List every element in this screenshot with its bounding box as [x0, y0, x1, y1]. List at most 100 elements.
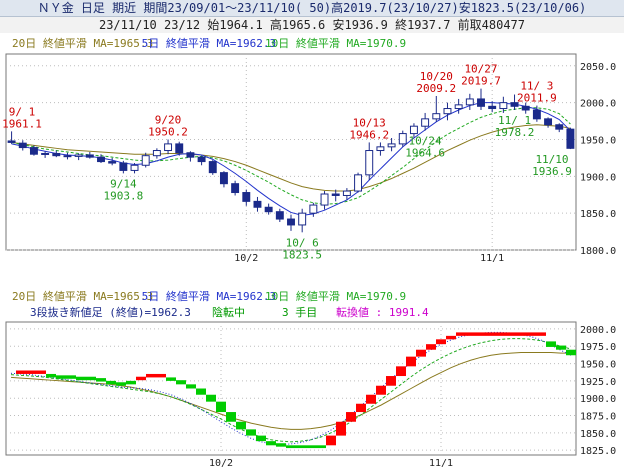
candle-body	[521, 105, 530, 111]
tlb-brick	[186, 384, 196, 389]
tlb-brick	[336, 421, 346, 436]
tlb-brick	[346, 412, 356, 422]
tlb-brick	[296, 445, 306, 449]
candle-body	[175, 143, 184, 154]
candle-body	[85, 154, 94, 158]
annotation-value: 1961.1	[2, 117, 42, 130]
annotation-date: 11/ 1	[498, 114, 531, 127]
y-tick-label: 1975.0	[580, 342, 616, 353]
tlb-brick	[266, 441, 276, 446]
legend-entry: 10日 終値平滑 MA=1970.9	[265, 36, 406, 50]
annotation-date: 9/20	[155, 113, 182, 126]
tlb-brick	[86, 376, 96, 381]
annotation-value: 1964.6	[405, 147, 445, 160]
y-tick-label: 1900.0	[580, 172, 616, 183]
tlb-brick	[136, 376, 146, 381]
legend-entry: 20日 終値平滑 MA=1965.3	[12, 36, 153, 50]
annotation-date: 9/ 1	[9, 105, 36, 118]
tlb-brick	[226, 412, 236, 422]
candle-body	[275, 211, 284, 220]
candle-body	[74, 154, 83, 157]
tlb-brick	[416, 349, 426, 357]
candle-body	[253, 200, 262, 208]
tlb-brick	[546, 341, 556, 347]
tlb-info-value: 3段抜き新値足 (終値)=1962.3	[30, 305, 191, 319]
candle-body	[398, 133, 407, 145]
candle-body	[231, 183, 240, 194]
tlb-brick	[16, 370, 26, 374]
candle-body	[409, 125, 418, 135]
candle-body	[52, 152, 61, 157]
candle-body	[342, 190, 351, 196]
tlb-brick	[426, 344, 436, 350]
ma10-line	[11, 107, 571, 205]
candle-body	[443, 108, 452, 115]
tlb-brick	[566, 349, 576, 356]
annotation-date: 10/27	[464, 63, 497, 76]
y-tick-label: 1800.0	[580, 246, 616, 257]
candle-body	[41, 152, 50, 155]
y-tick-label: 2000.0	[580, 325, 616, 336]
three-line-break-panel: 2000.0 1975.0 1950.0 1925.0 1900.0 1875.0 1850…	[5, 289, 616, 469]
plot-frame	[5, 321, 577, 456]
legend-entry: 10日 終値平滑 MA=1970.9	[265, 289, 406, 303]
tlb-brick	[36, 370, 46, 374]
candle-body	[186, 152, 195, 158]
tlb-brick	[356, 403, 366, 413]
annotation-value: 1950.2	[148, 125, 188, 138]
tlb-brick	[536, 332, 546, 336]
tlb-brick	[436, 339, 446, 345]
tlb-brick	[156, 373, 166, 378]
candle-body	[510, 102, 519, 107]
candle-body	[208, 161, 217, 174]
annotation-value: 2009.2	[416, 82, 456, 95]
candle-body	[555, 124, 564, 130]
annotation-date: 10/ 6	[286, 236, 319, 249]
tlb-brick	[306, 445, 316, 449]
candle-body	[320, 193, 329, 206]
candle-body	[544, 118, 553, 126]
x-tick-label: 11/1	[429, 458, 453, 469]
y-tick-label: 1875.0	[580, 412, 616, 423]
candle-body	[242, 192, 251, 202]
tlb-brick	[106, 380, 116, 385]
tlb-brick	[126, 380, 136, 385]
candle-body	[421, 118, 430, 127]
tlb-brick	[96, 378, 106, 382]
candlestick-panel: 2050.0 2000.0 1950.0 1900.0 1850.0 1800.0 10/2…	[2, 36, 616, 264]
x-tick-label: 10/2	[209, 458, 233, 469]
y-tick-label: 1950.0	[580, 360, 616, 371]
tlb-brick	[206, 394, 216, 402]
tlb-brick	[246, 429, 256, 436]
candle-body	[309, 204, 318, 214]
candle-body	[331, 193, 340, 196]
tlb-brick	[256, 435, 266, 442]
tlb-brick	[66, 375, 76, 379]
candle-body	[108, 161, 117, 164]
annotation-value: 2019.7	[461, 75, 501, 88]
candle-body	[432, 113, 441, 120]
y-tick-label: 1850.0	[580, 209, 616, 220]
tlb-brick	[506, 332, 516, 336]
tlb-brick	[26, 370, 36, 374]
ma20-line	[10, 351, 571, 430]
tlb-brick	[76, 376, 86, 381]
legend-entry: 5日 終値平滑 MA=1962.3	[142, 36, 276, 50]
tlb-brick	[526, 332, 536, 336]
tlb-brick	[366, 394, 376, 404]
tlb-brick	[146, 373, 156, 378]
annotation-value: 1903.8	[103, 189, 143, 202]
candle-body	[287, 218, 295, 226]
candle-body	[264, 206, 273, 213]
ma10-line	[10, 338, 572, 443]
candle-body	[141, 155, 150, 166]
candle-body	[376, 146, 385, 152]
annotation-value: 1978.2	[495, 126, 535, 139]
candle-body	[7, 140, 16, 143]
candle-body	[29, 147, 38, 155]
tlb-brick	[376, 385, 386, 395]
candle-body	[465, 98, 474, 106]
candle-body	[488, 105, 497, 110]
x-tick-label: 11/1	[480, 253, 504, 264]
